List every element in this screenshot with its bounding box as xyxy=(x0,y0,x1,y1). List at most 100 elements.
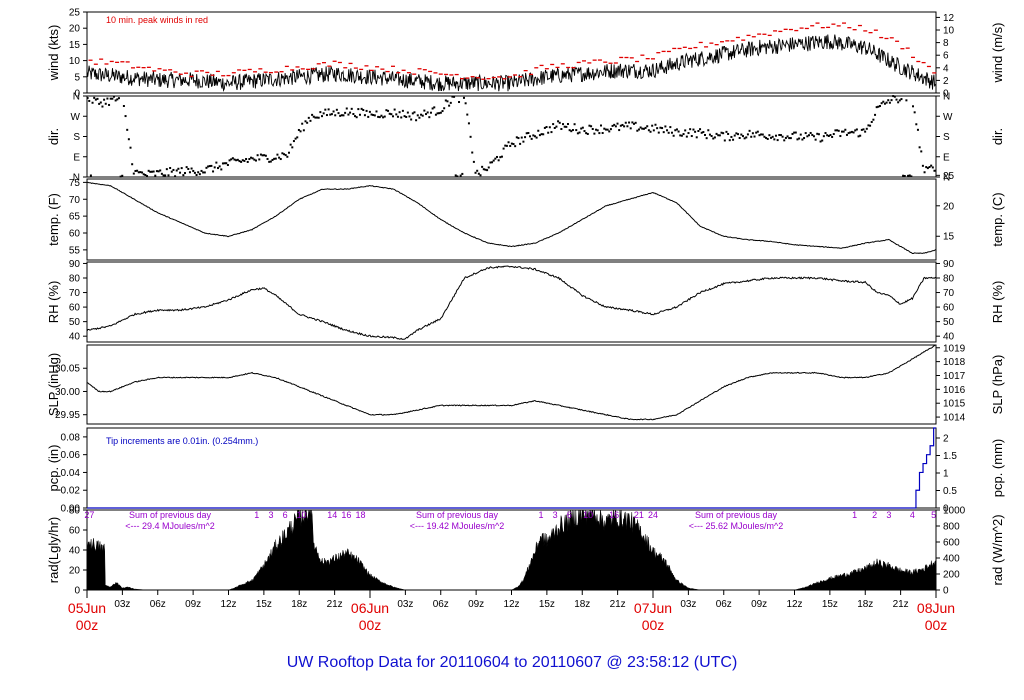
direction-point xyxy=(160,172,163,175)
direction-point xyxy=(487,166,490,169)
direction-point xyxy=(832,133,835,136)
direction-point xyxy=(679,134,682,137)
direction-point xyxy=(623,125,626,128)
direction-point xyxy=(695,136,698,139)
direction-point xyxy=(741,135,744,138)
direction-point xyxy=(558,121,561,124)
direction-point xyxy=(637,128,640,131)
tip-count-label: 4 xyxy=(910,510,915,520)
direction-point xyxy=(101,105,104,108)
y-tick-label: 80 xyxy=(69,506,81,517)
direction-point xyxy=(880,102,883,105)
y-right-tick-label: 400 xyxy=(943,554,960,565)
direction-point xyxy=(756,130,759,133)
chart-title: UW Rooftop Data for 20110604 to 20110607… xyxy=(287,654,738,671)
direction-point xyxy=(874,113,877,116)
direction-point xyxy=(897,101,900,104)
y-tick-label: 0 xyxy=(74,89,80,100)
y-right-axis-label: RH (%) xyxy=(990,281,1005,324)
direction-point xyxy=(453,95,456,98)
direction-point xyxy=(875,106,878,109)
x-tick-label: 06z xyxy=(150,599,166,610)
direction-point xyxy=(337,112,340,115)
direction-point xyxy=(119,175,122,178)
time-axis: 03z 06z 09z 12z 15z 18z 21z 03z 06z 09z 12z 15z 18z 2… xyxy=(68,590,955,633)
direction-point xyxy=(294,137,297,140)
direction-point xyxy=(644,126,647,129)
direction-point xyxy=(692,128,695,131)
direction-point xyxy=(857,135,860,138)
y-tick-label: 80 xyxy=(69,274,81,285)
direction-point xyxy=(599,124,602,127)
direction-point xyxy=(230,158,233,161)
direction-point xyxy=(446,100,449,103)
direction-point xyxy=(434,113,437,116)
y-right-tick-label: 1014 xyxy=(943,413,966,424)
y-right-tick-label: 50 xyxy=(943,317,955,328)
y-right-tick-label: 12 xyxy=(943,13,955,24)
direction-point xyxy=(893,95,896,98)
y-right-axis-label: dir. xyxy=(990,128,1005,145)
y-right-tick-label: 1017 xyxy=(943,371,966,382)
direction-point xyxy=(94,98,97,101)
direction-point xyxy=(477,172,480,175)
direction-point xyxy=(710,135,713,138)
tip-count-label: 1 xyxy=(852,510,857,520)
direction-point xyxy=(705,137,708,140)
x-day-time: 00z xyxy=(359,617,382,633)
direction-point xyxy=(403,115,406,118)
direction-point xyxy=(373,114,376,117)
direction-point xyxy=(636,129,639,132)
y-tick-label: 15 xyxy=(69,40,81,51)
direction-point xyxy=(659,126,662,129)
direction-point xyxy=(859,134,862,137)
direction-point xyxy=(114,99,117,102)
direction-point xyxy=(758,134,761,137)
direction-point xyxy=(228,159,231,162)
x-tick-label: 09z xyxy=(468,599,484,610)
y-right-tick-label: 200 xyxy=(943,570,960,581)
direction-point xyxy=(885,101,888,104)
direction-point xyxy=(500,155,503,158)
direction-point xyxy=(821,139,824,142)
direction-point xyxy=(629,127,632,130)
direction-point xyxy=(532,134,535,137)
x-tick-label: 06z xyxy=(433,599,449,610)
direction-point xyxy=(159,169,162,172)
direction-point xyxy=(428,116,431,119)
direction-point xyxy=(614,125,617,128)
direction-point xyxy=(258,158,261,161)
direction-point xyxy=(433,106,436,109)
direction-point xyxy=(763,135,766,138)
direction-point xyxy=(202,171,205,174)
direction-point xyxy=(590,125,593,128)
direction-point xyxy=(330,113,333,116)
y-tick-label: 0.00 xyxy=(61,504,81,515)
direction-point xyxy=(410,118,413,121)
tip-count-label: 3 xyxy=(553,510,558,520)
direction-point xyxy=(540,133,543,136)
direction-point xyxy=(916,128,919,131)
direction-point xyxy=(847,132,850,135)
direction-point xyxy=(325,114,328,117)
direction-point xyxy=(878,105,881,108)
direction-point xyxy=(104,102,107,105)
direction-point xyxy=(776,139,779,142)
direction-point xyxy=(715,132,718,135)
direction-point xyxy=(700,131,703,134)
direction-point xyxy=(571,129,574,132)
direction-point xyxy=(563,125,566,128)
direction-point xyxy=(185,166,188,169)
direction-point xyxy=(735,132,738,135)
direction-point xyxy=(492,159,495,162)
direction-point xyxy=(179,171,182,174)
x-tick-label: 21z xyxy=(893,599,909,610)
y-tick-label: 30.00 xyxy=(55,387,80,398)
precip-line xyxy=(87,427,936,509)
direction-point xyxy=(426,111,429,114)
direction-point xyxy=(928,166,931,169)
direction-point xyxy=(641,127,644,130)
y-tick-label: E xyxy=(73,152,80,163)
direction-point xyxy=(908,174,911,177)
